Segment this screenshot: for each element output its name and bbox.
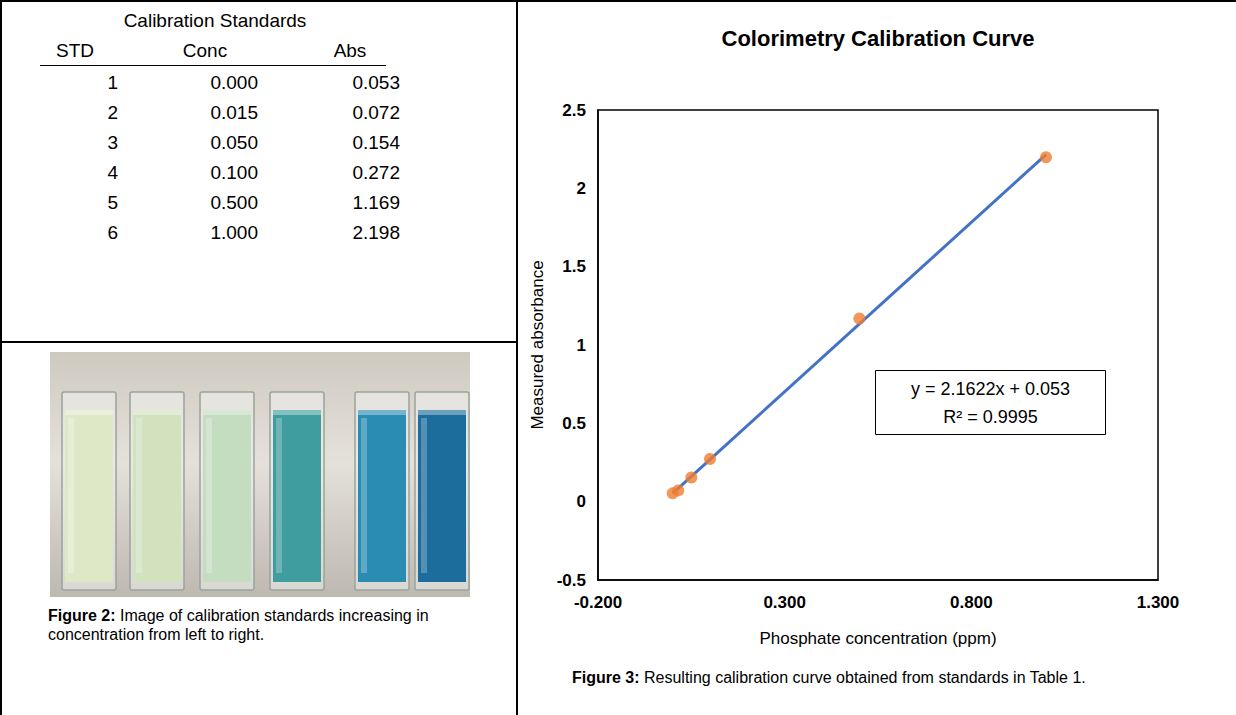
html-text:6: 6 [107, 222, 118, 243]
html-text:Figure 3: Resulting calibratio: Figure 3: Resulting calibration curve ob… [572, 669, 1086, 686]
svg-text:R² = 0.9995: R² = 0.9995 [943, 407, 1038, 427]
html-text:0.500: 0.500 [210, 192, 258, 213]
svg-text:1.5: 1.5 [562, 257, 586, 276]
html-text:Figure 2: Image of calibration: Figure 2: Image of calibration standards… [48, 607, 429, 643]
html-text:0.100: 0.100 [210, 162, 258, 183]
svg-text:Measured absorbance: Measured absorbance [528, 260, 547, 429]
html-text:0.050: 0.050 [210, 132, 258, 153]
html-text:Calibration Standards: Calibration Standards [123, 10, 307, 31]
html-text:0.000: 0.000 [210, 72, 258, 93]
svg-text:y = 2.1622x + 0.053: y = 2.1622x + 0.053 [911, 379, 1070, 399]
svg-text:0.300: 0.300 [763, 593, 806, 612]
svg-text:2.5: 2.5 [562, 101, 586, 120]
html-text:1.000: 1.000 [210, 222, 258, 243]
html-text:5: 5 [107, 192, 118, 213]
svg-text:0.800: 0.800 [950, 593, 993, 612]
html-text:1: 1 [107, 72, 118, 93]
html-text:2.198: 2.198 [352, 222, 400, 243]
svg-text:1: 1 [577, 336, 586, 355]
svg-text:0.5: 0.5 [562, 414, 586, 433]
svg-text:Colorimetry Calibration Curve: Colorimetry Calibration Curve [722, 26, 1035, 51]
html-text:STD: STD [56, 40, 94, 61]
html-text:Abs: Abs [333, 40, 367, 61]
svg-text:1.300: 1.300 [1137, 593, 1180, 612]
svg-text:-0.200: -0.200 [574, 593, 622, 612]
html-text:3: 3 [107, 132, 118, 153]
html-text:4: 4 [107, 162, 118, 183]
html-text:0.272: 0.272 [352, 162, 400, 183]
html-text:Conc: Conc [182, 40, 228, 61]
html-text:2: 2 [107, 102, 118, 123]
html-text:0.072: 0.072 [352, 102, 400, 123]
html-text:0.154: 0.154 [352, 132, 400, 153]
html-text:0.053: 0.053 [352, 72, 400, 93]
svg-text:0: 0 [577, 492, 586, 511]
html-text:0.015: 0.015 [210, 102, 258, 123]
svg-text:2: 2 [577, 179, 586, 198]
svg-text:-0.5: -0.5 [557, 571, 586, 590]
html-text:1.169: 1.169 [352, 192, 400, 213]
svg-text:Phosphate concentration (ppm): Phosphate concentration (ppm) [759, 629, 996, 648]
